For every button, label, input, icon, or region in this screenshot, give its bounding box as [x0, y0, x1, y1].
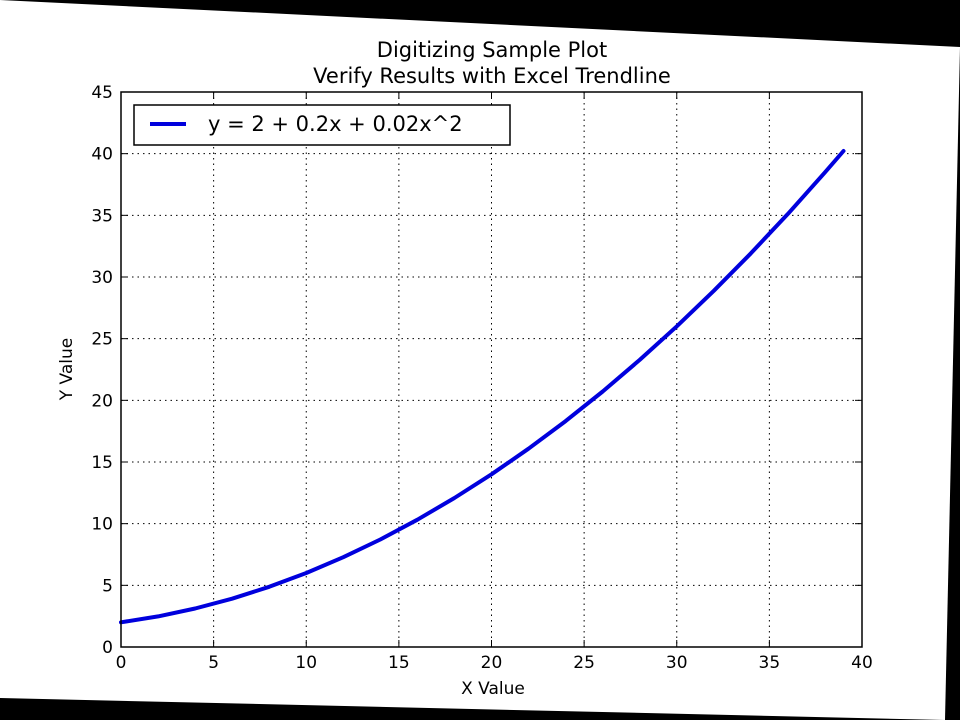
x-tick-label: 20	[481, 653, 503, 673]
x-tick-label: 15	[388, 653, 410, 673]
x-tick-label: 35	[759, 653, 781, 673]
y-tick-label: 35	[91, 206, 113, 226]
y-tick-label: 10	[91, 515, 113, 535]
x-axis-label: X Value	[461, 679, 525, 699]
x-tick-label: 0	[116, 653, 127, 673]
y-tick-label: 25	[91, 330, 113, 350]
grid-lines	[121, 92, 862, 647]
legend: y = 2 + 0.2x + 0.02x^2	[133, 104, 511, 146]
x-tick-label: 40	[851, 653, 873, 673]
y-tick-label: 15	[91, 453, 113, 473]
x-tick-label: 30	[666, 653, 688, 673]
axis-ticks: 0 5 10 15 20 25 30 35 40 0 5 10 15 20 25 30 35 40 45	[91, 83, 872, 673]
y-tick-label: 30	[91, 268, 113, 288]
x-tick-label: 25	[573, 653, 595, 673]
y-tick-label: 20	[91, 391, 113, 411]
y-tick-label: 0	[102, 638, 113, 658]
y-axis-label: Y Value	[57, 338, 77, 401]
chart-title: Digitizing Sample Plot	[377, 38, 607, 62]
chart-subtitle: Verify Results with Excel Trendline	[313, 64, 671, 88]
legend-box	[133, 104, 511, 146]
x-tick-label: 10	[295, 653, 317, 673]
y-tick-label: 40	[91, 145, 113, 165]
series-layer	[119, 149, 846, 625]
plot-frame	[120, 91, 863, 648]
x-tick-label: 5	[208, 653, 219, 673]
y-tick-label: 5	[102, 576, 113, 596]
series-line	[119, 149, 846, 625]
legend-label: y = 2 + 0.2x + 0.02x^2	[208, 112, 463, 136]
y-tick-label: 45	[91, 83, 113, 103]
